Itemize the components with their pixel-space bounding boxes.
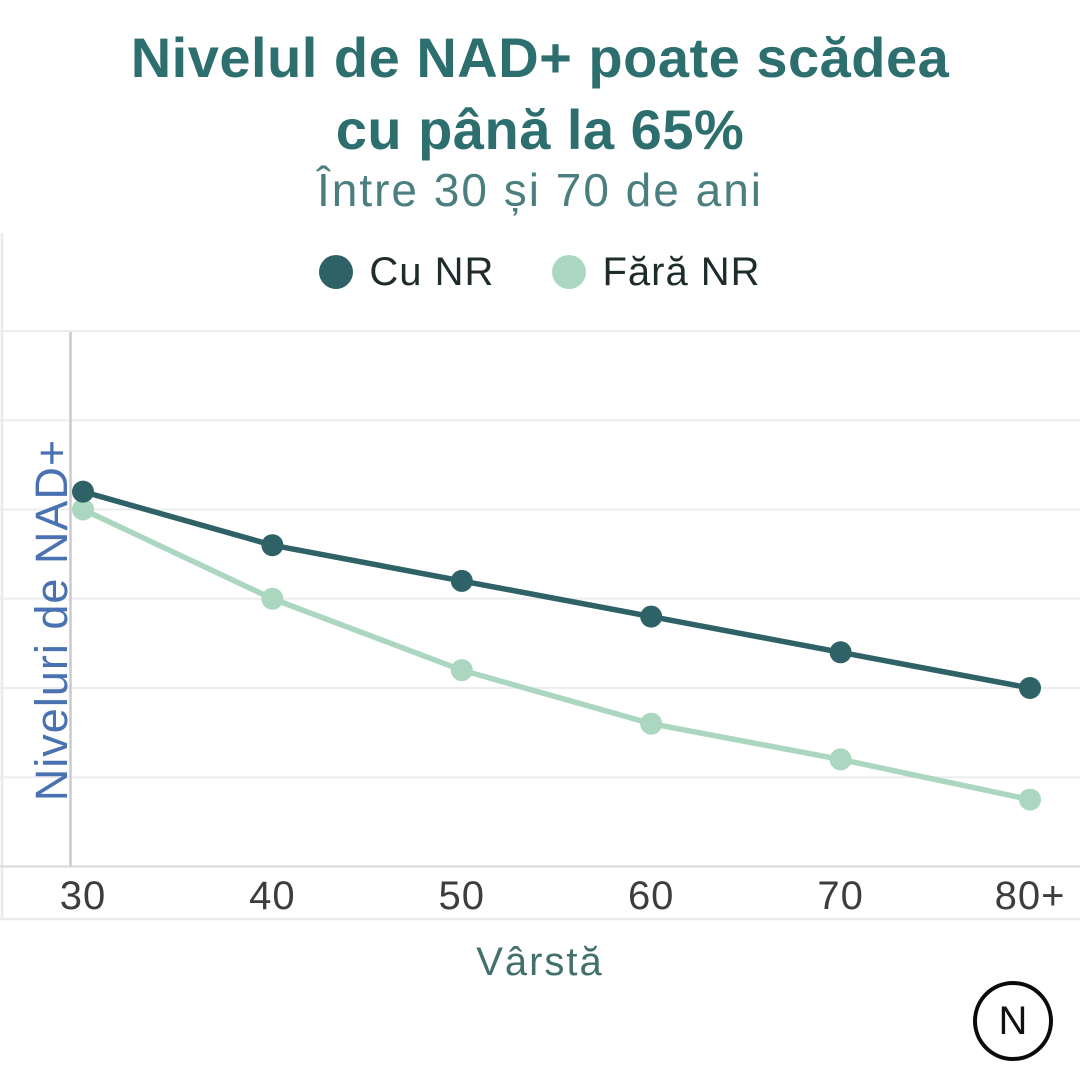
- data-point: [829, 748, 852, 771]
- series-line-cu-nr: [80, 488, 1033, 691]
- x-tick-label: 30: [59, 874, 107, 918]
- data-point: [640, 605, 663, 628]
- y-axis-title: Niveluri de NAD+: [26, 438, 77, 802]
- x-axis-title: Vârstă: [476, 940, 604, 984]
- data-point: [1019, 788, 1041, 811]
- data-point: [72, 498, 94, 521]
- title-line-2: cu până la 65%: [335, 98, 745, 161]
- data-series: [72, 480, 1041, 811]
- data-point: [640, 712, 663, 735]
- data-point: [261, 587, 284, 610]
- data-point: [1019, 677, 1041, 699]
- legend-label: Cu NR: [369, 249, 495, 294]
- data-point: [261, 534, 284, 557]
- x-tick-label: 40: [249, 874, 296, 918]
- page-subtitle: Între 30 și 70 de ani: [316, 164, 764, 216]
- x-tick-label: 60: [627, 874, 675, 918]
- page-title: Nivelul de NAD+ poate scădea cu până la …: [0, 22, 1080, 166]
- legend-item-fara-nr: Fără NR: [552, 250, 760, 295]
- chart-legend: Cu NR Fără NR: [0, 250, 1080, 294]
- brand-logo-letter: N: [998, 999, 1028, 1043]
- data-point: [450, 569, 473, 592]
- legend-label: Fără NR: [602, 249, 761, 294]
- data-point: [72, 480, 94, 503]
- legend-dot-icon: [552, 255, 587, 289]
- x-tick-label: 70: [817, 874, 864, 918]
- series-line-fără-nr: [80, 506, 1033, 803]
- x-tick-label: 50: [438, 874, 486, 918]
- brand-logo: N: [973, 981, 1053, 1061]
- data-point: [450, 659, 473, 682]
- gridlines: [0, 330, 1080, 779]
- data-point: [829, 641, 852, 664]
- x-tick-label: 80+: [994, 874, 1066, 918]
- legend-item-cu-nr: Cu NR: [319, 250, 494, 295]
- legend-dot-icon: [319, 255, 354, 289]
- title-line-1: Nivelul de NAD+ poate scădea: [130, 26, 950, 89]
